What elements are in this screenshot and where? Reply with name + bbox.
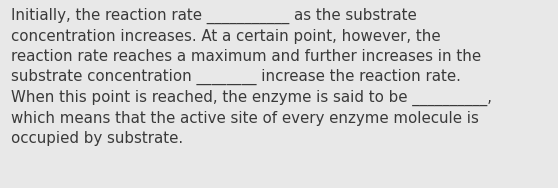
Text: Initially, the reaction rate ___________ as the substrate
concentration increase: Initially, the reaction rate ___________… <box>11 8 492 146</box>
